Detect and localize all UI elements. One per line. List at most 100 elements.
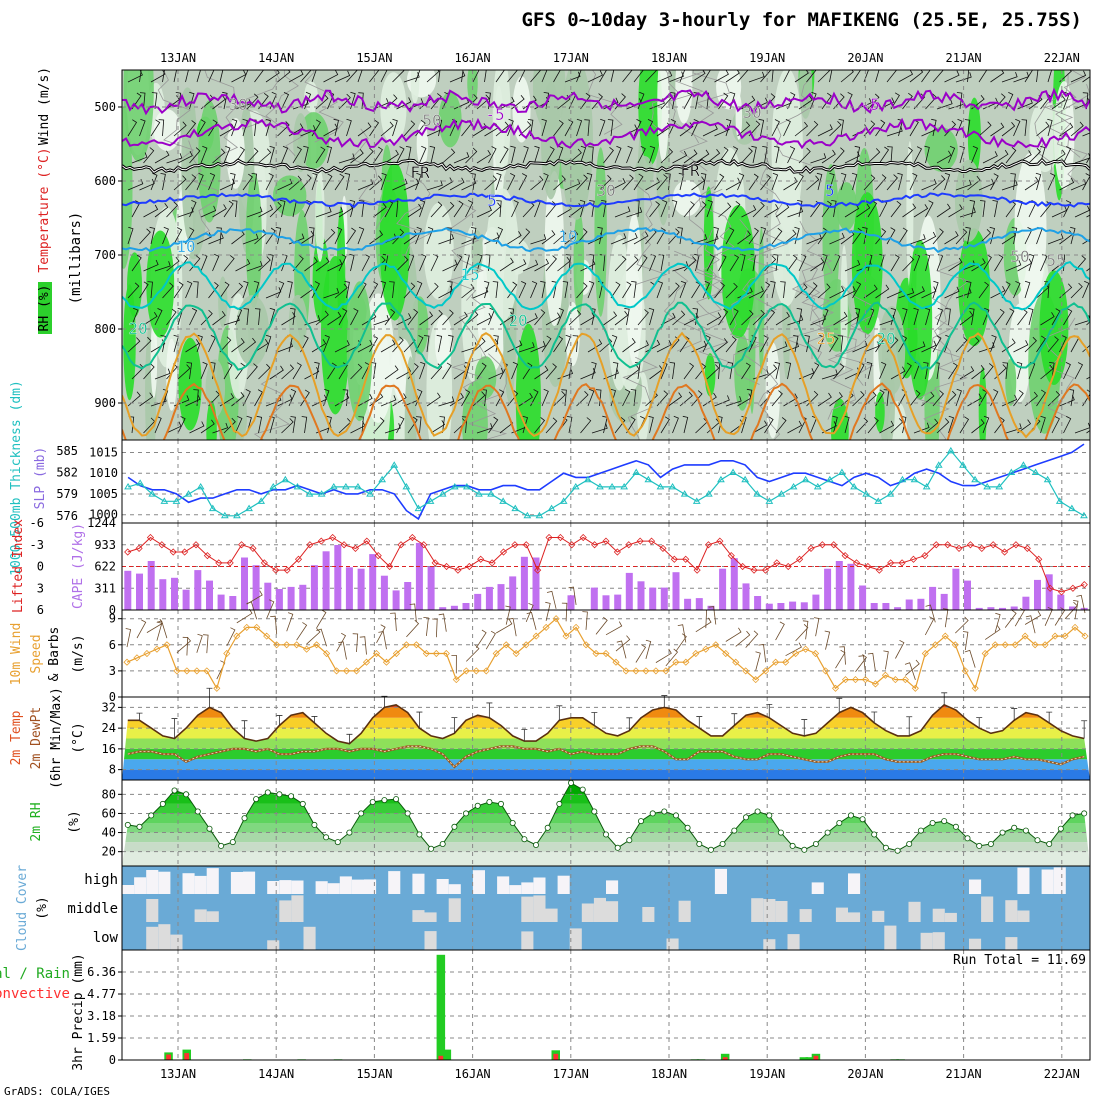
thickness-point <box>535 511 544 519</box>
wind-barb <box>534 309 546 326</box>
wind-barb <box>277 281 285 299</box>
wind-barb <box>292 362 302 380</box>
wind-barb <box>476 362 487 380</box>
wind-barb <box>1049 362 1055 380</box>
wind-barb <box>300 70 312 83</box>
li-point <box>955 544 963 552</box>
rh-shading-cell <box>315 170 325 262</box>
wind-barb <box>143 311 158 326</box>
cape-bar <box>765 603 773 610</box>
wind-speed-point <box>1021 632 1029 640</box>
wind-barb <box>265 227 276 245</box>
wind-barb <box>760 70 772 83</box>
wind-barb <box>967 70 970 83</box>
wind-barb <box>338 362 348 380</box>
wind-barb <box>212 311 226 326</box>
wind-barb <box>921 286 937 299</box>
wind-speed-point <box>303 645 311 653</box>
wind-barb <box>465 147 478 164</box>
temperature-axis-label: Temperature (°C) <box>37 147 52 272</box>
li-point <box>796 555 804 563</box>
wind-barb <box>499 96 515 110</box>
rh-point <box>124 821 131 828</box>
cloud-cover-cell <box>799 909 812 922</box>
wind-speed-point <box>762 667 770 675</box>
temp-minmax-bar <box>836 697 843 713</box>
wind-barb <box>246 206 263 218</box>
wind-barb <box>254 389 263 407</box>
wind-barb <box>955 228 968 245</box>
wind-barb <box>909 341 926 353</box>
wind-speed-point <box>702 645 710 653</box>
li-point <box>602 537 610 545</box>
wind-barb <box>741 362 751 380</box>
wind-barb <box>223 362 233 380</box>
wind-barb <box>200 145 208 164</box>
rh-shading-cell <box>178 337 202 431</box>
temp-tick-label: 32 <box>102 700 116 714</box>
wind-barb <box>334 226 343 245</box>
wind-barb <box>281 364 295 380</box>
wind-barb <box>304 91 312 110</box>
cape-bar <box>322 551 330 610</box>
wind-barb <box>783 119 791 137</box>
wind-barb <box>219 281 230 299</box>
rh-point <box>859 816 866 823</box>
wind-barb <box>890 254 900 272</box>
cape-tick-label: 1244 <box>87 516 116 530</box>
wind-barb <box>380 121 394 137</box>
wind-barb <box>472 287 489 299</box>
thickness-point <box>983 482 992 490</box>
wind-barb <box>384 365 399 380</box>
wind-barb <box>678 172 685 191</box>
li-point <box>852 559 861 567</box>
rh-contour-line <box>586 70 623 135</box>
wind-speed-point <box>203 667 211 675</box>
rh-shading-cell <box>1029 99 1061 173</box>
wind-barb <box>794 283 808 299</box>
rh-shading-cell <box>573 209 585 315</box>
wind-barb <box>419 361 426 380</box>
cape-bar <box>1057 594 1065 610</box>
wind-barb <box>764 255 777 272</box>
temp-minmax-bar <box>941 692 948 705</box>
li-point <box>670 555 678 563</box>
wind-speed-point <box>812 649 820 658</box>
temp-axis-label: 2m Temp <box>9 710 24 765</box>
cloud-cover-cell <box>908 901 921 922</box>
cloud-cover-cell <box>472 870 485 894</box>
precip-total-bar <box>442 1049 452 1060</box>
wind-barb <box>1074 362 1084 380</box>
cloud-cover-cell <box>932 908 945 922</box>
cape-bar <box>450 605 458 610</box>
wind-barb <box>971 145 979 164</box>
wind-barb-10m <box>1014 607 1025 627</box>
rh-point <box>404 810 411 817</box>
thickness-point <box>789 482 798 490</box>
wind-speed-point <box>742 667 750 675</box>
wind-barb <box>706 199 713 218</box>
li-point <box>807 544 815 552</box>
rh-shading-cell <box>721 205 756 339</box>
wind-barb <box>223 145 231 164</box>
rh2m-axis-label: 2m RH <box>29 802 44 841</box>
rh-point <box>777 829 784 836</box>
wind-barb-10m <box>546 590 557 609</box>
cape-bar <box>590 587 598 610</box>
wind-barb <box>787 146 796 164</box>
wind-speed-point <box>612 658 620 666</box>
cape-bar <box>171 577 178 610</box>
li-point <box>704 541 713 549</box>
wind-barb <box>580 312 595 326</box>
li-point <box>511 541 519 549</box>
temp-minmax-bar <box>906 716 913 736</box>
cape-bar <box>602 595 610 610</box>
wind-barb <box>242 337 257 353</box>
wind-barb <box>1035 172 1042 191</box>
temp-minmax-bar <box>626 717 633 731</box>
rh-contour-line <box>241 70 280 130</box>
wind-barb <box>208 119 218 137</box>
temp-contour-label: 30 <box>228 95 247 114</box>
temp-minmax-bar <box>381 695 388 708</box>
